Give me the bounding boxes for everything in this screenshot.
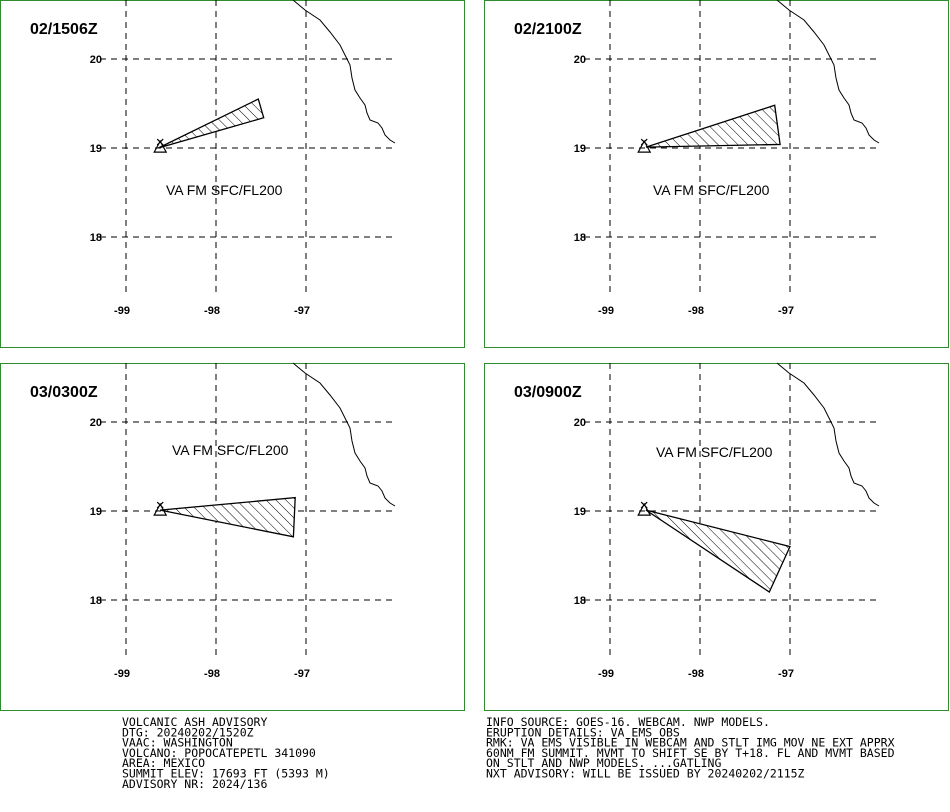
panel-frame (0, 0, 465, 348)
lat-tick-label: 19 (574, 506, 586, 518)
panel-label: VA FM SFC/FL200 (166, 182, 283, 198)
lon-tick-label: -98 (688, 668, 704, 680)
lon-tick-label: -97 (778, 668, 794, 680)
lat-tick-label: 18 (574, 232, 586, 244)
advisory-line: ERUPTION DETAILS: VA EMS OBS (486, 725, 680, 739)
panel-title: 02/2100Z (514, 21, 582, 38)
lon-tick-label: -98 (688, 305, 704, 317)
ash-area (158, 98, 265, 149)
panel-label: VA FM SFC/FL200 (172, 442, 289, 458)
panel-frame (0, 363, 465, 711)
lat-tick-label: 19 (90, 143, 102, 155)
lon-tick-label: -99 (598, 305, 614, 317)
advisory-line: AREA: MEXICO (122, 756, 205, 770)
coastline (776, 362, 880, 507)
advisory-line: ON STLT AND NWP MODELS. ...GATLING (486, 756, 721, 770)
advisory-line: SUMMIT ELEV: 17693 FT (5393 M) (122, 767, 330, 781)
panel-title: 03/0300Z (30, 384, 98, 401)
advisory-line: NXT ADVISORY: WILL BE ISSUED BY 20240202… (486, 767, 805, 781)
coastline (292, 0, 396, 144)
panel-title: 03/0900Z (514, 384, 582, 401)
lat-tick-label: 20 (574, 417, 586, 429)
advisory-line: ADVISORY NR: 2024/136 (122, 777, 267, 791)
map-panel: 20 19 18 -99 -98 -97 02/2100Z VA FM SFC/FL200 (484, 0, 949, 348)
lat-tick-label: 18 (90, 595, 102, 607)
panel-label: VA FM SFC/FL200 (653, 182, 770, 198)
advisory-line: VOLCANO: POPOCATEPETL 341090 (122, 746, 316, 760)
coastline (292, 362, 396, 507)
advisory-line: RMK: VA EMS VISIBLE IN WEBCAM AND STLT I… (486, 736, 895, 750)
map-panel: 20 19 18 -99 -98 -97 02/1506Z VA FM SFC/FL200 (0, 0, 465, 348)
lon-tick-label: -97 (778, 305, 794, 317)
lon-tick-label: -97 (294, 668, 310, 680)
map-panel: 20 19 18 -99 -98 -97 03/0300Z VA FM SFC/FL200 (0, 362, 465, 711)
advisory-line: INFO SOURCE: GOES-16. WEBCAM. NWP MODELS… (486, 715, 770, 729)
volcano-marker (153, 501, 168, 516)
coastline (776, 0, 880, 144)
ash-area (645, 104, 781, 148)
lat-tick-label: 20 (574, 54, 586, 66)
panel-title: 02/1506Z (30, 21, 98, 38)
lon-tick-label: -99 (598, 668, 614, 680)
lat-tick-label: 19 (574, 143, 586, 155)
panel-frame (484, 363, 949, 711)
lon-tick-label: -99 (114, 668, 130, 680)
advisory-line: VOLCANIC ASH ADVISORY (122, 715, 267, 729)
lat-tick-label: 19 (90, 506, 102, 518)
advisory-line: VAAC: WASHINGTON (122, 736, 233, 750)
advisory-line: 60NM FM SUMMIT. MVMT TO SHIFT SE BY T+18… (486, 746, 895, 760)
panel-label: VA FM SFC/FL200 (656, 444, 773, 460)
ash-area (160, 496, 296, 538)
lon-tick-label: -97 (294, 305, 310, 317)
volcano-marker (637, 501, 652, 516)
map-panel: 20 19 18 -99 -98 -97 03/0900Z VA FM SFC/FL200 (484, 362, 949, 711)
lat-tick-label: 20 (90, 417, 102, 429)
lat-tick-label: 20 (90, 54, 102, 66)
volcano-marker (153, 138, 168, 153)
volcano-marker (637, 138, 652, 153)
advisory-line: DTG: 20240202/1520Z (122, 725, 254, 739)
lon-tick-label: -99 (114, 305, 130, 317)
ash-area (645, 509, 791, 593)
lon-tick-label: -98 (204, 305, 220, 317)
lon-tick-label: -98 (204, 668, 220, 680)
lat-tick-label: 18 (90, 232, 102, 244)
panel-frame (484, 0, 949, 348)
lat-tick-label: 18 (574, 595, 586, 607)
